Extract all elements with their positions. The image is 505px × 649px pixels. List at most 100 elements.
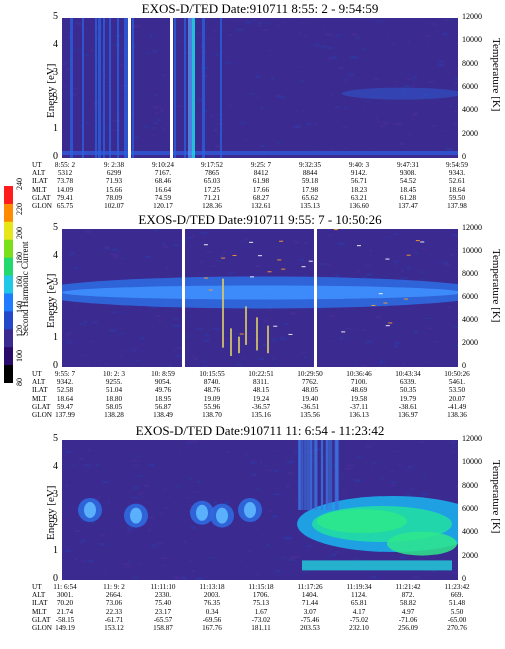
noise-speck (81, 560, 86, 563)
noise-speck (426, 41, 430, 44)
noise-speck (211, 38, 216, 41)
noise-speck (248, 246, 251, 250)
ephemeris-cell: 10:43:34 (395, 370, 421, 378)
ephemeris-row-name: ILAT (32, 177, 48, 186)
ephemeris-cell: 68.46 (154, 177, 172, 186)
noise-speck (294, 450, 298, 453)
noise-speck (349, 56, 357, 59)
noise-speck (354, 558, 360, 561)
noise-speck (454, 110, 458, 113)
noise-speck (196, 32, 203, 35)
spectrogram-svg (62, 18, 458, 158)
noise-speck (69, 366, 72, 367)
noise-speck (80, 520, 85, 523)
noise-speck (393, 450, 401, 453)
noise-speck (262, 448, 267, 450)
noise-speck (189, 526, 197, 529)
y2-tick-label: 2000 (462, 550, 478, 560)
noise-speck (265, 22, 270, 25)
noise-speck (360, 364, 366, 367)
noise-speck (397, 463, 402, 466)
ephemeris-cell: 138.49 (153, 410, 173, 419)
noise-speck (267, 510, 274, 513)
ephemeris-cell: 10: 2: 3 (103, 370, 125, 378)
noise-speck (200, 232, 208, 234)
noise-speck (240, 365, 243, 367)
ephemeris-cell: 138.36 (447, 410, 467, 419)
noise-speck (328, 57, 331, 61)
spectrogram-plot (62, 229, 458, 367)
noise-speck (81, 539, 87, 542)
ephemeris-cell: 11:21:42 (395, 583, 421, 591)
ephemeris-cell: 59.50 (448, 193, 466, 202)
ephemeris-cell: 135.16 (251, 410, 271, 419)
noise-speck (338, 242, 346, 245)
energy-streak (325, 440, 328, 510)
noise-speck (454, 77, 458, 80)
noise-speck (333, 105, 340, 108)
ephemeris-cell: 17.66 (252, 185, 270, 194)
noise-speck (449, 18, 453, 21)
ephemeris-cell: -41.49 (447, 402, 467, 411)
noise-speck (98, 494, 101, 498)
ephemeris-cell: 78.09 (105, 193, 123, 202)
noise-speck (187, 441, 191, 445)
noise-speck (177, 39, 181, 42)
ephemeris-cell: 5312 (57, 169, 73, 178)
noise-speck (189, 504, 192, 507)
noise-speck (398, 142, 405, 145)
noise-speck (295, 66, 301, 68)
noise-speck (457, 259, 458, 262)
noise-speck (310, 262, 317, 264)
noise-speck (380, 477, 385, 479)
ephemeris-row-name: MLT (32, 394, 47, 403)
noise-speck (138, 492, 144, 495)
noise-speck (96, 280, 101, 282)
noise-speck (289, 472, 294, 475)
noise-speck (299, 79, 304, 82)
noise-speck (240, 121, 245, 125)
ephemeris-cell: 5461. (448, 378, 466, 387)
noise-speck (125, 565, 131, 568)
noise-speck (175, 485, 181, 488)
noise-speck (244, 238, 249, 241)
noise-speck (379, 358, 384, 362)
noise-speck (64, 333, 72, 336)
ephemeris-cell: 153.12 (104, 623, 124, 632)
noise-speck (453, 122, 458, 125)
ephemeris-cell: -36.57 (251, 402, 271, 411)
noise-speck (452, 441, 455, 445)
noise-speck (244, 20, 252, 24)
noise-speck (273, 449, 276, 453)
ephemeris-cell: 137.99 (55, 410, 75, 419)
noise-dash (279, 240, 284, 242)
noise-speck (404, 78, 409, 80)
signal-blob (130, 507, 142, 524)
spectrogram-plot (62, 18, 458, 158)
noise-speck (351, 33, 358, 36)
noise-speck (69, 252, 74, 255)
noise-speck (443, 32, 448, 36)
noise-speck (184, 51, 189, 55)
noise-speck (344, 467, 352, 471)
noise-speck (311, 457, 315, 461)
colorbar-segment (4, 239, 13, 259)
noise-speck (369, 146, 372, 150)
noise-speck (251, 461, 257, 465)
noise-speck (262, 319, 269, 322)
ephemeris-cell: 18.64 (448, 185, 466, 194)
noise-speck (353, 363, 358, 365)
noise-speck (216, 123, 223, 126)
energy-streak (192, 18, 195, 158)
y-tick-label: 4 (53, 249, 58, 261)
y-tick-label: 5 (53, 11, 58, 22)
ephemeris-cell: 6339. (399, 378, 417, 387)
ephemeris-cell: 21.74 (56, 607, 74, 616)
noise-speck (325, 263, 329, 266)
noise-speck (285, 484, 290, 488)
noise-dash (258, 255, 263, 257)
energy-streak (103, 18, 105, 158)
noise-speck (329, 551, 332, 553)
noise-speck (255, 474, 259, 476)
ephemeris-cell: 138.28 (104, 410, 124, 419)
